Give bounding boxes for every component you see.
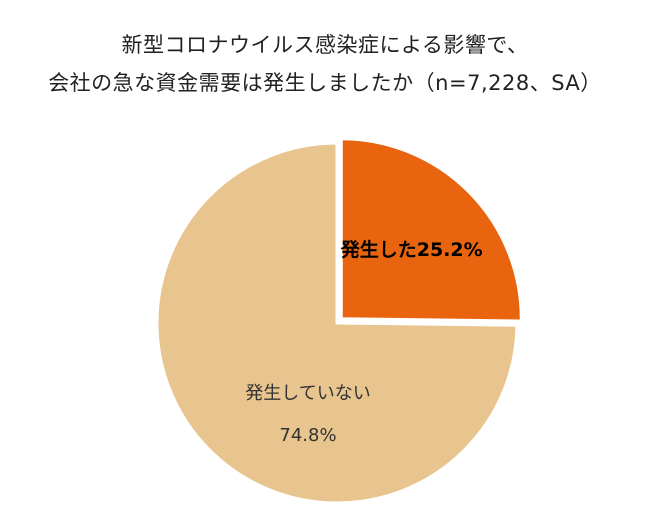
chart-title-line-2: 会社の急な資金需要は発生しましたか（n=7,228、SA）	[48, 71, 602, 95]
pie-label-1: 発生した25.2%	[340, 238, 483, 261]
chart-title-line-1: 新型コロナウイルス感染症による影響で、	[121, 33, 529, 57]
pie-value-2: 74.8%	[279, 425, 336, 446]
pie-slice-2	[155, 141, 519, 505]
pie-label-2: 発生していない	[245, 383, 370, 404]
chart-title: 新型コロナウイルス感染症による影響で、 会社の急な資金需要は発生しましたか（n=…	[0, 26, 650, 102]
pie-slice-1	[339, 137, 523, 323]
